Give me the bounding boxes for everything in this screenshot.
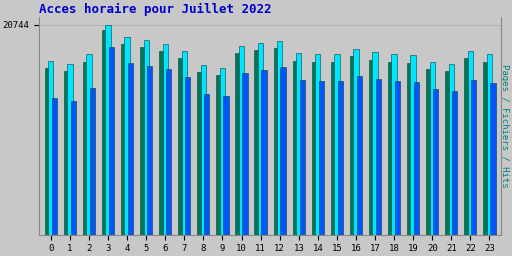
Bar — [64, 71, 69, 234]
Bar — [71, 101, 76, 234]
Bar — [105, 25, 111, 234]
Bar — [45, 68, 50, 234]
Bar — [258, 43, 263, 234]
Bar — [337, 81, 343, 234]
Bar — [48, 60, 53, 234]
Bar — [414, 82, 419, 234]
Bar — [430, 61, 435, 234]
Bar — [426, 69, 432, 234]
Bar — [124, 37, 130, 234]
Bar — [102, 30, 108, 234]
Bar — [315, 55, 321, 234]
Bar — [273, 48, 279, 234]
Bar — [296, 54, 302, 234]
Bar — [376, 79, 381, 234]
Bar — [204, 94, 209, 234]
Bar — [449, 63, 454, 234]
Bar — [254, 50, 260, 234]
Bar — [391, 55, 397, 234]
Bar — [261, 70, 267, 234]
Bar — [236, 54, 241, 234]
Bar — [128, 62, 133, 234]
Bar — [312, 61, 317, 234]
Bar — [87, 55, 92, 234]
Bar — [281, 67, 286, 234]
Bar — [357, 76, 362, 234]
Bar — [483, 61, 488, 234]
Bar — [217, 75, 222, 234]
Bar — [334, 55, 339, 234]
Bar — [147, 66, 152, 234]
Bar — [242, 73, 248, 234]
Bar — [464, 58, 470, 234]
Bar — [178, 58, 183, 234]
Bar — [239, 46, 244, 234]
Bar — [140, 47, 145, 234]
Bar — [388, 61, 393, 234]
Bar — [369, 59, 374, 234]
Bar — [293, 60, 298, 234]
Bar — [452, 91, 457, 234]
Bar — [490, 83, 496, 234]
Bar — [277, 41, 282, 234]
Bar — [185, 77, 190, 234]
Bar — [372, 52, 378, 234]
Bar — [83, 61, 88, 234]
Text: Acces horaire pour Juillet 2022: Acces horaire pour Juillet 2022 — [39, 3, 272, 16]
Bar — [109, 47, 114, 234]
Bar — [143, 40, 149, 234]
Bar — [163, 44, 168, 234]
Bar — [353, 49, 358, 234]
Bar — [318, 81, 324, 234]
Bar — [445, 71, 451, 234]
Bar — [471, 80, 477, 234]
Bar — [90, 88, 95, 234]
Bar — [331, 61, 336, 234]
Bar — [201, 65, 206, 234]
Bar — [182, 51, 187, 234]
Bar — [433, 89, 438, 234]
Bar — [220, 68, 225, 234]
Bar — [52, 98, 57, 234]
Bar — [300, 80, 305, 234]
Bar — [350, 57, 355, 234]
Bar — [159, 51, 164, 234]
Bar — [197, 72, 203, 234]
Bar — [67, 63, 73, 234]
Bar — [467, 51, 473, 234]
Bar — [407, 62, 412, 234]
Bar — [395, 81, 400, 234]
Bar — [223, 96, 228, 234]
Bar — [121, 44, 126, 234]
Bar — [166, 69, 172, 234]
Bar — [411, 56, 416, 234]
Bar — [487, 55, 492, 234]
Y-axis label: Pages / Fichiers / Hits: Pages / Fichiers / Hits — [500, 64, 509, 188]
